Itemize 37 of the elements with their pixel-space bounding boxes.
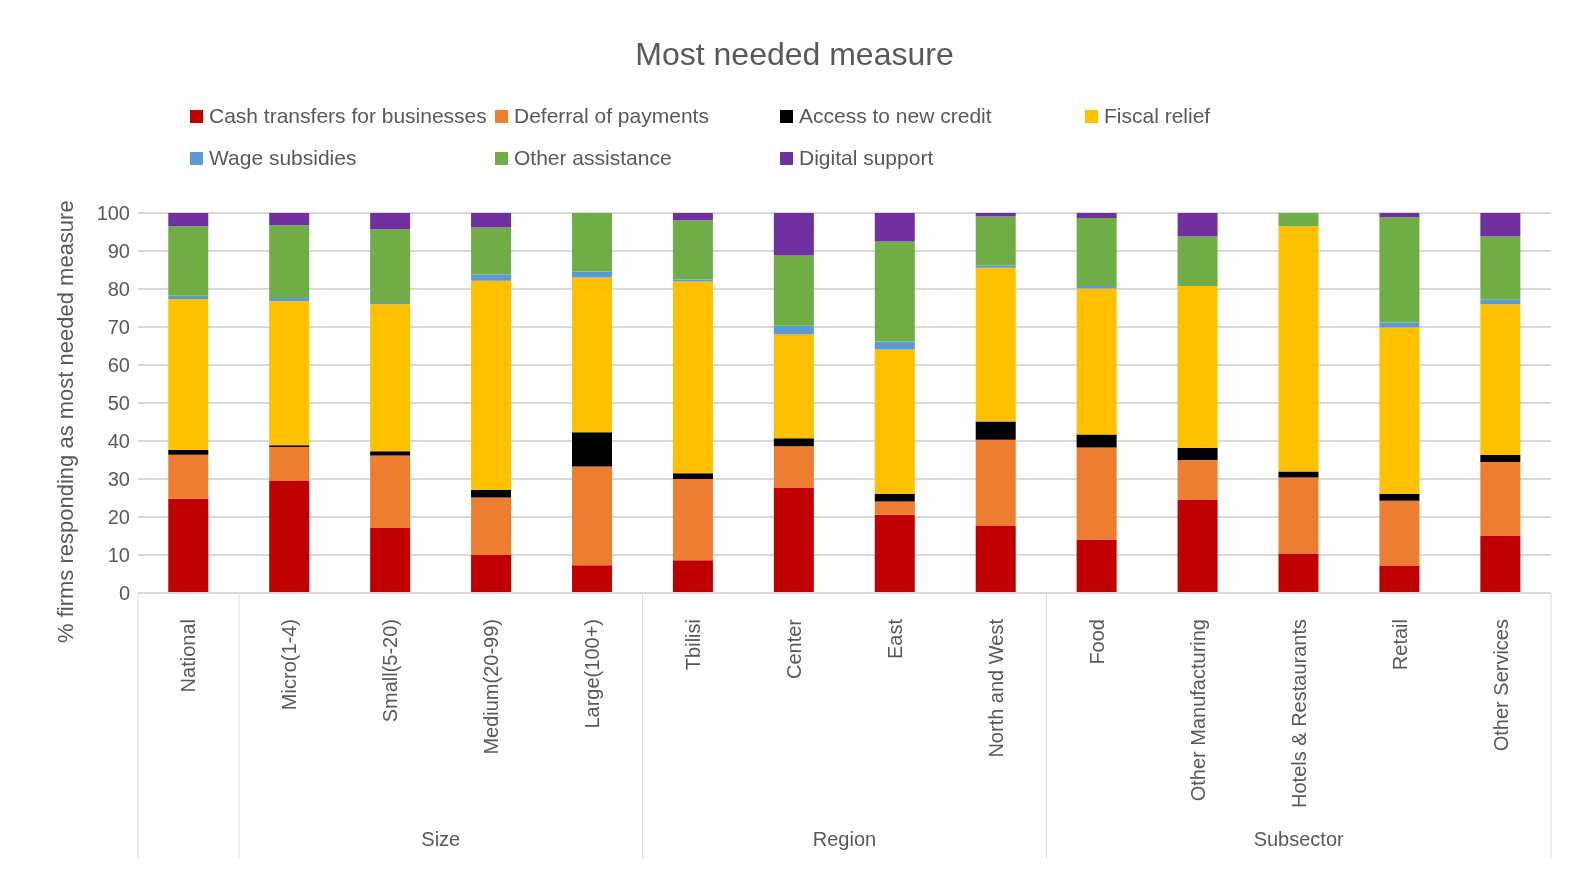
x-tick-label: Large(100+): [581, 619, 604, 729]
x-tick-label: Hotels & Restaurants: [1287, 619, 1310, 808]
y-tick-label: 80: [107, 278, 130, 301]
legend-label: Wage subsidies: [209, 146, 357, 170]
x-tick-label: Other Manufacturing: [1186, 619, 1209, 802]
x-tick-label: Tbilisi: [682, 619, 705, 671]
x-tick-label: North and West: [984, 618, 1007, 758]
chart-title: Most needed measure: [634, 36, 955, 73]
y-axis-title: % firms responding as most needed measure: [52, 200, 78, 643]
text: Region: [812, 828, 877, 850]
x-tick-label: Micro(1-4): [278, 619, 301, 711]
x-tick-label: Other Services: [1489, 619, 1512, 752]
legend-label: Other assistance: [514, 146, 672, 170]
x-tick-label: Food: [1085, 619, 1108, 665]
legend-label: Deferral of payments: [514, 104, 709, 128]
y-tick-label: 100: [96, 202, 130, 225]
y-tick-label: 20: [107, 506, 130, 529]
text: Subsector: [1253, 828, 1345, 850]
legend-label: Digital support: [799, 146, 934, 170]
x-tick-label: East: [883, 618, 906, 660]
y-tick-label: 60: [107, 354, 130, 377]
x-tick-label: Small(5-20): [379, 619, 402, 723]
y-tick-label: 0: [118, 582, 130, 605]
y-tick-label: 30: [107, 468, 130, 491]
x-tick-label: Medium(20-99): [480, 619, 503, 755]
legend-label: Fiscal relief: [1104, 104, 1211, 128]
legend-label: Access to new credit: [799, 104, 992, 128]
x-tick-label: Retail: [1388, 619, 1411, 671]
x-tick-label: National: [177, 619, 200, 693]
y-tick-label: 10: [107, 544, 130, 567]
y-tick-label: 70: [107, 316, 130, 339]
legend-label: Cash transfers for businesses: [209, 104, 487, 128]
y-tick-label: 90: [107, 240, 130, 263]
y-tick-label: 50: [107, 392, 130, 415]
x-tick-label: Center: [783, 618, 806, 680]
y-tick-label: 40: [107, 430, 130, 453]
text: Size: [421, 828, 461, 850]
